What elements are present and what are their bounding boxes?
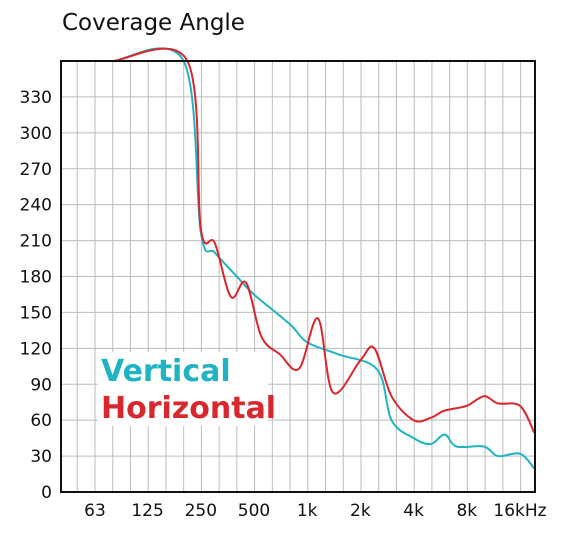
y-tick-label: 150	[20, 303, 52, 323]
x-tick-label: 4k	[403, 501, 424, 521]
legend-vertical-label: Vertical	[101, 354, 231, 389]
x-tick-label: 125	[131, 501, 163, 521]
grid	[61, 61, 535, 492]
y-axis-ticks: 0 30 60 90 120 150 180 210 240 270 300 330	[20, 88, 52, 503]
y-tick-label: 120	[20, 339, 52, 359]
y-tick-label: 0	[41, 483, 52, 503]
legend-horizontal-label: Horizontal	[101, 391, 276, 426]
legend-background	[98, 352, 268, 426]
plot-frame	[60, 60, 536, 493]
x-tick-label: 2k	[350, 501, 371, 521]
x-tick-label: 63	[84, 501, 106, 521]
y-tick-label: 60	[30, 411, 52, 431]
series-lines	[112, 47, 535, 470]
chart-title: Coverage Angle	[62, 10, 245, 36]
x-tick-label: 250	[185, 501, 217, 521]
series-line-vertical	[112, 47, 535, 470]
x-axis-ticks: 63 125 250 500 1k 2k 4k 8k 16kHz	[84, 501, 546, 521]
x-tick-label: 8k	[456, 501, 477, 521]
y-tick-label: 240	[20, 196, 52, 216]
x-tick-label: 1k	[297, 501, 318, 521]
y-tick-label: 330	[20, 88, 52, 108]
y-tick-label: 270	[20, 160, 52, 180]
y-tick-label: 300	[20, 124, 52, 144]
x-tick-label: 500	[238, 501, 270, 521]
y-tick-label: 90	[30, 375, 52, 395]
series-line-horizontal	[112, 47, 535, 434]
y-tick-label: 180	[20, 268, 52, 288]
legend: Vertical Horizontal	[98, 352, 276, 426]
y-tick-label: 210	[20, 232, 52, 252]
x-tick-label: 16kHz	[493, 501, 546, 521]
y-tick-label: 30	[30, 447, 52, 467]
